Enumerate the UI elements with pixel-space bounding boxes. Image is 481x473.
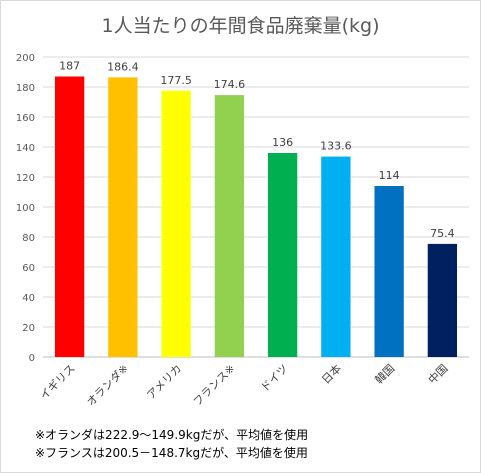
y-tick-label: 0 — [29, 353, 35, 364]
footnote-france: ※フランスは200.5－148.7kgだが、平均値を使用 — [35, 446, 308, 460]
x-tick-label: アメリカ — [144, 362, 184, 402]
y-tick-label: 180 — [16, 83, 35, 94]
x-tick-label: 韓国 — [372, 362, 397, 387]
bar — [214, 95, 245, 357]
y-tick-label: 200 — [16, 53, 35, 64]
data-label: 186.4 — [107, 60, 139, 73]
data-label: 75.4 — [430, 227, 455, 240]
y-tick-label: 120 — [16, 173, 35, 184]
x-tick-label: 日本 — [319, 361, 344, 386]
footnote-netherlands: ※オランダは222.9～149.9kgだが、平均値を使用 — [35, 428, 309, 442]
data-label: 133.6 — [320, 140, 352, 153]
bar — [267, 153, 298, 357]
y-tick-label: 20 — [22, 323, 35, 334]
y-tick-label: 60 — [22, 263, 35, 274]
y-tick-label: 80 — [22, 233, 35, 244]
bar — [374, 186, 404, 357]
y-tick-label: 100 — [16, 203, 35, 214]
bar — [108, 77, 138, 358]
chart-title: 1人当たりの年間食品廃棄量(kg) — [101, 15, 380, 37]
bar — [427, 243, 458, 357]
x-tick-label: フランス※ — [191, 362, 238, 409]
data-label: 187 — [59, 60, 80, 73]
bar — [161, 90, 191, 357]
bar-chart-plot: 0 20 40 60 80 100 120 140 160 180 200 187 イギリス 186.4 オ… — [16, 53, 469, 409]
data-label: 174.6 — [214, 78, 246, 91]
x-tick-label: イギリス — [37, 362, 77, 402]
data-label: 114 — [379, 169, 400, 182]
x-tick-label: ドイツ — [258, 362, 291, 395]
y-tick-label: 160 — [16, 113, 35, 124]
x-tick-label: オランダ※ — [83, 361, 131, 409]
bar — [321, 156, 351, 357]
bar — [54, 76, 85, 357]
data-label: 177.5 — [160, 74, 192, 87]
y-tick-label: 40 — [22, 293, 35, 304]
x-tick-label: 中国 — [426, 362, 451, 387]
y-tick-label: 140 — [16, 143, 35, 154]
data-label: 136 — [272, 136, 293, 149]
